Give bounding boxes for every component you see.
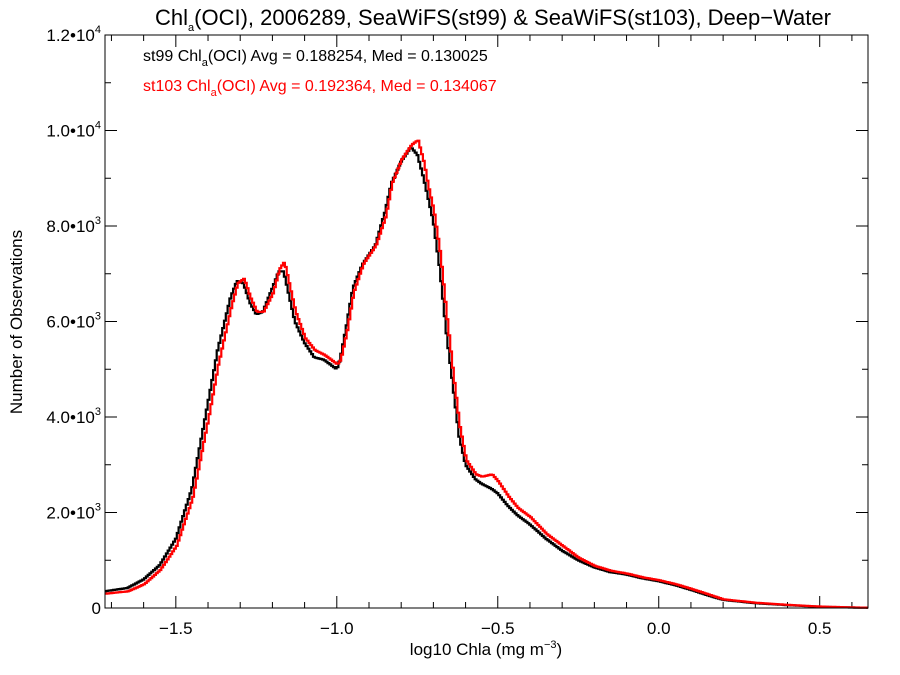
chart-title: Chla(OCI), 2006289, SeaWiFS(st99) & SeaW… bbox=[155, 5, 831, 34]
series-line-st99 bbox=[104, 147, 869, 609]
x-axis-label: log10 Chla (mg m−3) bbox=[410, 639, 562, 659]
plot-frame bbox=[104, 34, 869, 609]
y-tick-label: 4.0•103 bbox=[46, 406, 101, 427]
x-tick-label: −1.5 bbox=[159, 619, 193, 638]
x-axis-ticks: −1.5 −1.0 −0.5 0.0 0.5 bbox=[110, 35, 853, 638]
y-tick-label: 2.0•103 bbox=[46, 502, 101, 523]
y-tick-label: 8.0•103 bbox=[46, 215, 101, 236]
y-axis-ticks: 0 2.0•103 4.0•103 6.0•103 8.0•103 1.0•104 1.2•… bbox=[46, 24, 868, 618]
y-axis-label: Number of Observations bbox=[7, 230, 26, 414]
annotation-st103: st103 Chla(OCI) Avg = 0.192364, Med = 0.… bbox=[143, 78, 497, 99]
x-tick-label: −0.5 bbox=[481, 619, 515, 638]
y-tick-label: 6.0•103 bbox=[46, 311, 101, 332]
x-tick-label: 0.5 bbox=[808, 619, 832, 638]
x-tick-label: 0.0 bbox=[647, 619, 671, 638]
y-tick-label: 1.0•104 bbox=[46, 120, 101, 141]
series-layer bbox=[104, 139, 869, 609]
y-tick-label: 1.2•104 bbox=[46, 24, 101, 45]
x-tick-label: −1.0 bbox=[320, 619, 354, 638]
annotation-st99: st99 Chla(OCI) Avg = 0.188254, Med = 0.1… bbox=[143, 48, 488, 69]
series-line-st103 bbox=[105, 139, 868, 609]
y-tick-label: 0 bbox=[92, 599, 101, 618]
